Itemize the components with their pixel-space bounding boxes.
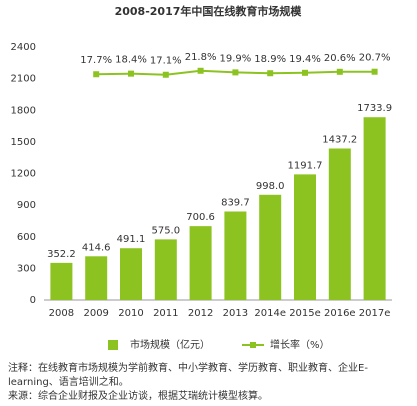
data-label: 700.6	[186, 212, 215, 223]
y-tick-label: 1800	[11, 105, 36, 116]
data-label: 1191.7	[288, 160, 323, 171]
x-tick-label: 2013	[223, 308, 248, 319]
legend-label: 市场规模（亿元）	[130, 338, 210, 351]
note: 注释：在线教育市场规模为学前教育、中小学教育、学历教育、职业教育、企业E-	[8, 361, 368, 374]
x-tick-label: 2012	[188, 308, 213, 319]
y-tick-label: 600	[17, 232, 36, 243]
growth-marker	[128, 70, 134, 77]
x-tick-label: 2008	[49, 308, 74, 319]
y-tick-label: 2400	[11, 42, 36, 53]
chart-title: 2008-2017年中国在线教育市场规模	[115, 4, 303, 18]
data-label: 575.0	[151, 225, 180, 236]
note: learning、语言培训之和。	[8, 375, 129, 388]
data-label: 18.4%	[115, 55, 147, 66]
y-tick-label: 1500	[11, 137, 36, 148]
data-label: 1437.2	[322, 134, 357, 145]
y-tick-label: 2100	[11, 74, 36, 85]
x-tick-label: 2011	[153, 308, 178, 319]
bar	[189, 226, 212, 300]
growth-marker	[371, 68, 378, 75]
growth-marker	[93, 71, 100, 78]
data-label: 19.4%	[289, 54, 321, 65]
growth-marker	[336, 68, 343, 75]
data-label: 17.1%	[150, 56, 182, 67]
data-label: 18.9%	[254, 54, 286, 65]
data-label: 491.1	[117, 234, 146, 245]
data-label: 414.6	[82, 242, 111, 253]
data-label: 998.0	[256, 181, 285, 192]
y-tick-label: 900	[17, 200, 36, 211]
y-tick-label: 0	[30, 295, 36, 306]
data-label: 352.2	[47, 249, 76, 260]
bar	[363, 117, 386, 300]
bar	[85, 256, 108, 300]
bar	[120, 248, 142, 300]
data-label: 1733.9	[357, 103, 392, 114]
legend-swatch	[108, 340, 118, 350]
growth-marker	[232, 69, 239, 76]
source: 来源：综合企业财报及企业访谈，根据艾瑞统计模型核算。	[8, 389, 268, 402]
y-tick-label: 300	[17, 263, 36, 274]
bar	[224, 211, 247, 300]
data-label: 17.7%	[80, 55, 112, 66]
bar	[294, 174, 316, 300]
data-label: 20.7%	[359, 53, 391, 64]
x-tick-label: 2015e	[289, 308, 321, 319]
bar	[259, 194, 282, 300]
x-tick-label: 2009	[83, 308, 108, 319]
bar	[328, 148, 351, 300]
legend-swatch	[250, 342, 256, 348]
bar	[50, 262, 73, 300]
growth-marker	[197, 67, 204, 74]
x-tick-label: 2010	[118, 308, 143, 319]
data-label: 839.7	[221, 197, 250, 208]
growth-marker	[267, 70, 274, 77]
bar	[154, 239, 177, 300]
x-tick-label: 2017e	[359, 308, 391, 319]
data-label: 21.8%	[185, 52, 217, 63]
growth-marker	[162, 71, 169, 78]
legend-label: 增长率（%）	[270, 338, 330, 351]
y-tick-label: 1200	[11, 169, 36, 180]
data-label: 20.6%	[324, 53, 356, 64]
x-tick-label: 2016e	[324, 308, 356, 319]
x-tick-label: 2014e	[254, 308, 286, 319]
data-label: 19.9%	[220, 53, 252, 64]
growth-marker	[302, 69, 308, 76]
